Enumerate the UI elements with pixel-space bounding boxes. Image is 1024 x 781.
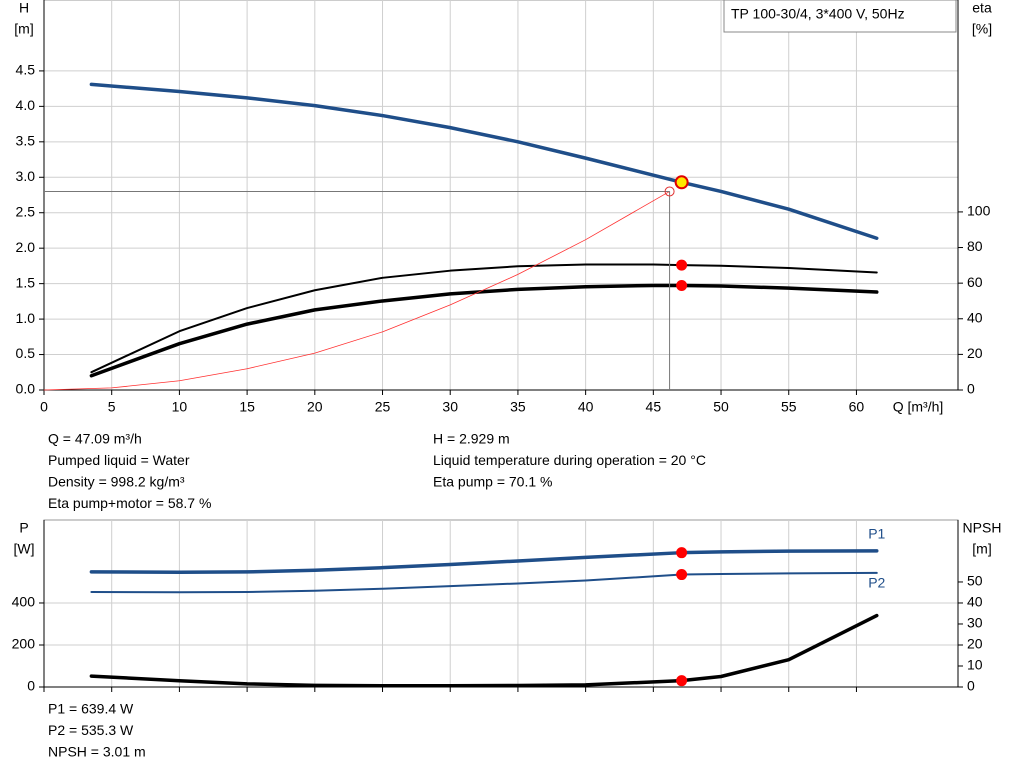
y2-tick-label: 40 bbox=[967, 594, 983, 610]
series-label: P2 bbox=[868, 575, 885, 591]
operating-point bbox=[664, 186, 675, 197]
y2-tick-label: 10 bbox=[967, 657, 983, 673]
x-tick-label: 20 bbox=[307, 399, 323, 415]
x-tick-label: 40 bbox=[578, 399, 594, 415]
readout-line: P2 = 535.3 W bbox=[48, 722, 134, 738]
y2-axis-label: [%] bbox=[972, 21, 992, 37]
chart: 0 5 10 15 20 25 30 35 40 45 50 55 60 0.0 0.5 1.0 1.5 2.0 2… bbox=[14, 0, 992, 415]
y2-axis-label: [m] bbox=[972, 541, 991, 557]
readout-line: H = 2.929 m bbox=[433, 431, 510, 447]
readout-line: Pumped liquid = Water bbox=[48, 452, 190, 468]
curve bbox=[43, 191, 670, 391]
readout-line: Liquid temperature during operation = 20… bbox=[433, 452, 706, 468]
x-tick-label: 55 bbox=[781, 399, 797, 415]
y-axis-label: P bbox=[19, 520, 28, 536]
curve bbox=[90, 263, 878, 374]
y2-tick-label: 50 bbox=[967, 573, 983, 589]
y2-tick-label: 30 bbox=[967, 615, 983, 631]
y2-tick-label: 20 bbox=[967, 345, 983, 361]
chart-title: TP 100-30/4, 3*400 V, 50Hz bbox=[731, 6, 905, 22]
y-tick-label: 1.5 bbox=[16, 274, 36, 290]
y-tick-label: 0.5 bbox=[16, 345, 36, 361]
operating-point bbox=[676, 675, 688, 687]
chart: 0 200 400 0 10 20 30 40 50 P [W] NPSH [m] P1 P2 bbox=[12, 519, 1002, 694]
y-axis-label: [W] bbox=[14, 541, 35, 557]
y-tick-label: 4.5 bbox=[16, 62, 36, 78]
y-tick-label: 400 bbox=[12, 594, 36, 610]
readout-line: Eta pump = 70.1 % bbox=[433, 474, 552, 490]
readout-line: Density = 998.2 kg/m³ bbox=[48, 474, 185, 490]
operating-point bbox=[676, 547, 688, 559]
curve bbox=[89, 82, 879, 241]
y-tick-label: 0.0 bbox=[16, 381, 36, 397]
x-axis-label: Q [m³/h] bbox=[893, 399, 944, 415]
y-tick-label: 1.0 bbox=[16, 310, 36, 326]
y-tick-label: 0 bbox=[27, 678, 35, 694]
x-tick-label: 45 bbox=[646, 399, 662, 415]
curve bbox=[89, 283, 879, 378]
y-axis-label: H bbox=[19, 0, 29, 16]
y-tick-label: 2.0 bbox=[16, 239, 36, 255]
y2-tick-label: 100 bbox=[967, 203, 991, 219]
x-tick-label: 50 bbox=[713, 399, 729, 415]
x-tick-label: 30 bbox=[442, 399, 458, 415]
x-tick-label: 25 bbox=[375, 399, 391, 415]
curve bbox=[89, 613, 879, 688]
x-tick-label: 0 bbox=[40, 399, 48, 415]
series-label: P1 bbox=[868, 526, 885, 542]
operating-point bbox=[676, 259, 688, 271]
x-tick-label: 35 bbox=[510, 399, 526, 415]
y-tick-label: 3.0 bbox=[16, 168, 36, 184]
title-box: TP 100-30/4, 3*400 V, 50Hz bbox=[723, 0, 957, 33]
operating-point bbox=[676, 569, 688, 581]
y2-axis-label: eta bbox=[972, 0, 992, 16]
y2-tick-label: 40 bbox=[967, 309, 983, 325]
y2-tick-label: 0 bbox=[967, 381, 975, 397]
readout-line: Q = 47.09 m³/h bbox=[48, 431, 142, 447]
y2-tick-label: 0 bbox=[967, 678, 975, 694]
y2-axis-label: NPSH bbox=[963, 520, 1002, 536]
y-tick-label: 4.0 bbox=[16, 97, 36, 113]
x-tick-label: 10 bbox=[172, 399, 188, 415]
title-frame bbox=[723, 0, 957, 33]
operating-point bbox=[674, 175, 689, 190]
readout-line: Eta pump+motor = 58.7 % bbox=[48, 495, 211, 511]
y-tick-label: 2.5 bbox=[16, 203, 36, 219]
y-tick-label: 200 bbox=[12, 636, 36, 652]
x-tick-label: 15 bbox=[239, 399, 255, 415]
readout-line: P1 = 639.4 W bbox=[48, 701, 134, 717]
curve bbox=[90, 571, 878, 594]
y-tick-label: 3.5 bbox=[16, 133, 36, 149]
y-axis-label: [m] bbox=[14, 21, 33, 37]
y2-tick-label: 60 bbox=[967, 274, 983, 290]
x-tick-label: 60 bbox=[849, 399, 865, 415]
x-tick-label: 5 bbox=[108, 399, 116, 415]
readout-line: NPSH = 3.01 m bbox=[48, 744, 146, 760]
operating-point bbox=[676, 279, 688, 291]
y2-tick-label: 20 bbox=[967, 636, 983, 652]
curve bbox=[89, 549, 879, 575]
plot-area bbox=[43, 519, 959, 688]
y2-tick-label: 80 bbox=[967, 238, 983, 254]
